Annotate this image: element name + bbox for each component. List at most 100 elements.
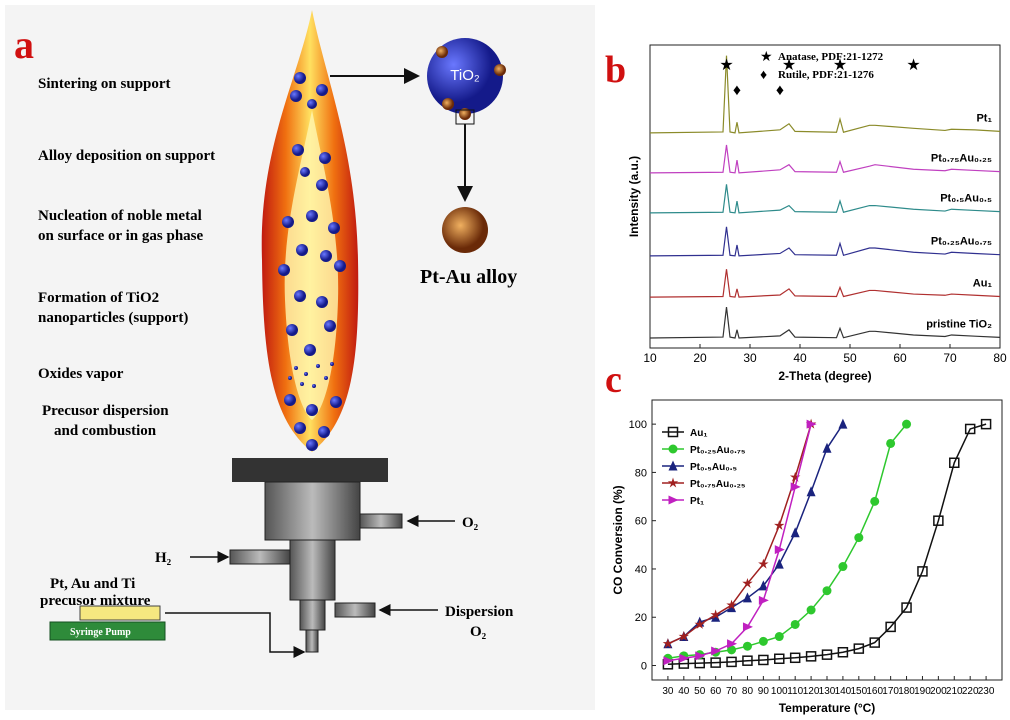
legend-marker: [667, 426, 679, 438]
feed-line: [165, 612, 306, 658]
particles: [278, 72, 346, 451]
marker: [917, 566, 928, 577]
stage: nanoparticles (support): [38, 310, 188, 326]
x-tick-label: 150: [850, 686, 867, 697]
x-tick-label: 180: [898, 686, 915, 697]
x-tick-label: 30: [662, 686, 674, 697]
marker: [805, 651, 817, 662]
legend-symbol: ★: [760, 48, 773, 64]
marker: [933, 515, 944, 526]
marker: [726, 656, 737, 668]
marker: [774, 520, 785, 530]
y-tick-label: 60: [635, 516, 647, 528]
marker: [710, 609, 721, 620]
stage: Oxides vapor: [38, 366, 124, 382]
x-axis-label: 2-Theta (degree): [778, 369, 871, 383]
burner-stem: [289, 539, 336, 601]
legend-label: Anatase, PDF:21-1272: [778, 51, 884, 63]
marker: [822, 586, 832, 596]
marker: [838, 418, 848, 429]
peak-marker: ♦: [776, 82, 784, 99]
peak-marker: ★: [833, 57, 847, 74]
peak-marker: ★: [719, 57, 733, 74]
x-tick-label: 30: [743, 351, 757, 365]
series-line: [649, 226, 1001, 257]
series-label: Au₁: [973, 277, 993, 289]
x-axis-label: Temperature (°C): [779, 701, 876, 715]
pump-label: Syringe Pump: [70, 627, 131, 638]
y-tick-label: 0: [641, 661, 647, 673]
marker: [774, 632, 784, 642]
panel-label: c: [605, 359, 622, 401]
marker: [710, 657, 721, 668]
x-tick-label: 110: [787, 686, 803, 697]
particle: [436, 46, 448, 58]
x-tick-label: 100: [771, 686, 788, 697]
peak-marker: ★: [906, 57, 920, 74]
y-axis-label: CO Conversion (%): [611, 485, 625, 594]
marker: [742, 622, 753, 632]
marker: [663, 656, 674, 666]
marker: [678, 631, 690, 642]
marker: [758, 580, 768, 591]
h2-pipe: [229, 549, 291, 565]
x-tick-label: 80: [993, 351, 1007, 365]
legend-marker: [668, 460, 678, 471]
dispersion-label: O₂: [470, 624, 487, 640]
marker: [790, 482, 801, 492]
panel-label: b: [605, 49, 626, 91]
legend-label: Pt₁: [690, 496, 704, 507]
dispersion-pipe: [334, 602, 376, 618]
marker: [742, 577, 753, 588]
x-tick-label: 20: [693, 351, 707, 365]
series-label: Pt₁: [976, 112, 992, 124]
marker: [662, 638, 674, 649]
marker: [854, 533, 864, 543]
marker: [869, 637, 880, 648]
x-tick-label: 60: [893, 351, 907, 365]
marker: [949, 457, 960, 469]
marker: [758, 654, 769, 666]
x-tick-label: 80: [742, 686, 754, 697]
series-line: [649, 307, 1001, 339]
x-tick-label: 70: [726, 686, 738, 697]
marker: [822, 442, 832, 453]
legend-label: Pt₀.₂₅Au₀.₇₅: [690, 445, 746, 456]
marker: [789, 471, 801, 482]
mixture-label: Pt, Au and Ti: [50, 576, 135, 592]
x-tick-label: 220: [962, 686, 979, 697]
legend-label: Pt₀.₅Au₀.₅: [690, 462, 737, 473]
y-tick-label: 100: [629, 419, 647, 431]
particle: [442, 98, 454, 110]
series-line: [667, 423, 844, 645]
x-tick-label: 190: [914, 686, 931, 697]
marker: [853, 643, 865, 654]
x-tick-label: 50: [694, 686, 706, 697]
particle: [459, 108, 471, 120]
peak-marker: ♦: [733, 82, 741, 99]
marker: [742, 592, 752, 603]
stage: Precusor dispersion: [42, 403, 169, 419]
marker: [711, 646, 722, 656]
marker: [790, 527, 800, 538]
series-line: [667, 423, 812, 645]
marker: [821, 649, 833, 660]
marker: [837, 646, 849, 658]
marker: [806, 419, 817, 429]
stage: Nucleation of noble metal: [38, 208, 202, 224]
plot-frame: [651, 399, 1003, 681]
y-tick-label: 40: [635, 564, 647, 576]
stage: Formation of TiO2: [38, 290, 159, 306]
x-tick-label: 90: [758, 686, 770, 697]
marker: [758, 595, 769, 605]
nozzle: [305, 629, 319, 653]
y-tick-label: 80: [635, 467, 647, 479]
x-tick-label: 50: [843, 351, 857, 365]
marker: [870, 496, 880, 506]
series-label: Pt₀.₇₅Au₀.₂₅: [931, 153, 992, 165]
marker: [980, 418, 992, 430]
marker: [727, 639, 738, 649]
x-tick-label: 200: [930, 686, 947, 697]
